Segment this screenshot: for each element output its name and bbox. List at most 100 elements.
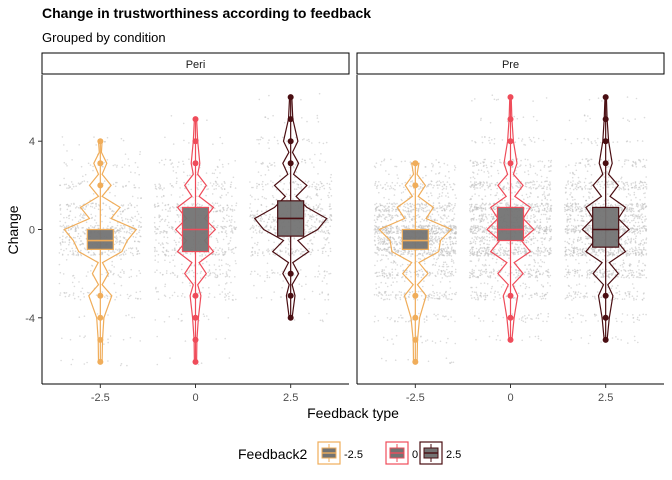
jitter-point — [492, 207, 495, 210]
jitter-point — [530, 210, 533, 212]
jitter-point — [537, 335, 540, 338]
jitter-point — [406, 211, 408, 213]
jitter-point — [225, 273, 228, 275]
jitter-point — [262, 251, 264, 253]
jitter-point — [181, 319, 183, 322]
jitter-point — [546, 232, 548, 235]
jitter-point — [132, 235, 135, 238]
jitter-point — [530, 215, 532, 217]
jitter-point — [428, 274, 430, 277]
jitter-point — [383, 247, 386, 250]
jitter-point — [383, 237, 385, 239]
jitter-point — [541, 273, 544, 276]
jitter-point — [428, 230, 431, 233]
jitter-point — [443, 237, 446, 240]
jitter-point — [330, 214, 332, 216]
jitter-point — [493, 162, 495, 165]
jitter-point — [190, 188, 192, 191]
jitter-point — [398, 291, 401, 293]
jitter-point — [525, 224, 527, 227]
jitter-point — [400, 192, 403, 194]
jitter-point — [286, 198, 288, 201]
jitter-point — [404, 160, 406, 162]
jitter-point — [169, 210, 171, 212]
jitter-point — [327, 231, 330, 234]
jitter-point — [536, 276, 539, 279]
jitter-point — [175, 209, 178, 212]
jitter-point — [65, 163, 67, 165]
jitter-point — [170, 254, 173, 257]
jitter-point — [521, 194, 523, 197]
jitter-point — [330, 219, 333, 221]
jitter-point — [488, 246, 490, 249]
jitter-point — [377, 227, 380, 230]
jitter-point — [437, 228, 440, 231]
jitter-point — [128, 247, 130, 250]
jitter-point — [170, 115, 173, 117]
jitter-point — [260, 296, 263, 299]
jitter-point — [373, 219, 376, 221]
jitter-point — [474, 206, 476, 208]
jitter-point — [376, 226, 379, 228]
jitter-point — [260, 174, 262, 177]
jitter-point — [317, 230, 320, 232]
jitter-point — [61, 238, 64, 241]
jitter-point — [529, 186, 532, 188]
jitter-point — [91, 202, 94, 205]
jitter-point — [215, 237, 218, 240]
jitter-point — [441, 209, 443, 212]
jitter-point — [317, 249, 319, 252]
jitter-point — [469, 260, 472, 262]
jitter-point — [277, 142, 279, 145]
jitter-point — [59, 184, 62, 187]
jitter-point — [381, 238, 384, 241]
jitter-point — [521, 247, 523, 250]
jitter-point — [400, 230, 403, 232]
jitter-point — [545, 202, 547, 205]
jitter-point — [441, 250, 444, 252]
jitter-point — [254, 242, 256, 245]
jitter-point — [424, 262, 426, 265]
jitter-point — [532, 232, 535, 235]
jitter-point — [171, 206, 174, 208]
jitter-point — [487, 187, 490, 189]
jitter-point — [469, 207, 471, 210]
jitter-point — [407, 207, 410, 210]
jitter-point — [205, 194, 207, 197]
jitter-point — [379, 238, 382, 241]
jitter-point — [127, 221, 130, 223]
jitter-point — [196, 187, 199, 189]
jitter-point — [226, 214, 228, 216]
jitter-point — [387, 213, 390, 216]
jitter-point — [307, 180, 310, 183]
jitter-point — [319, 210, 322, 212]
jitter-point — [383, 269, 386, 271]
jitter-point — [122, 242, 125, 244]
jitter-point — [163, 163, 166, 166]
jitter-point — [450, 186, 452, 188]
jitter-point — [263, 220, 265, 223]
jitter-point — [259, 218, 262, 220]
jitter-point — [179, 206, 182, 209]
jitter-point — [176, 177, 178, 179]
jitter-point — [484, 292, 487, 295]
jitter-point — [391, 268, 394, 271]
jitter-point — [252, 227, 255, 230]
jitter-point — [391, 274, 394, 276]
jitter-point — [382, 243, 385, 245]
jitter-point — [409, 271, 412, 274]
jitter-point — [405, 320, 407, 323]
jitter-point — [446, 249, 448, 251]
jitter-point — [438, 296, 441, 298]
jitter-point — [546, 180, 548, 182]
jitter-point — [536, 239, 539, 242]
jitter-point — [212, 183, 215, 185]
jitter-point — [484, 213, 487, 216]
jitter-point — [420, 202, 423, 205]
jitter-point — [494, 205, 497, 208]
jitter-point — [534, 227, 537, 229]
jitter-point — [475, 225, 477, 227]
jitter-point — [505, 295, 508, 298]
jitter-point — [532, 206, 534, 209]
jitter-point — [517, 292, 520, 295]
